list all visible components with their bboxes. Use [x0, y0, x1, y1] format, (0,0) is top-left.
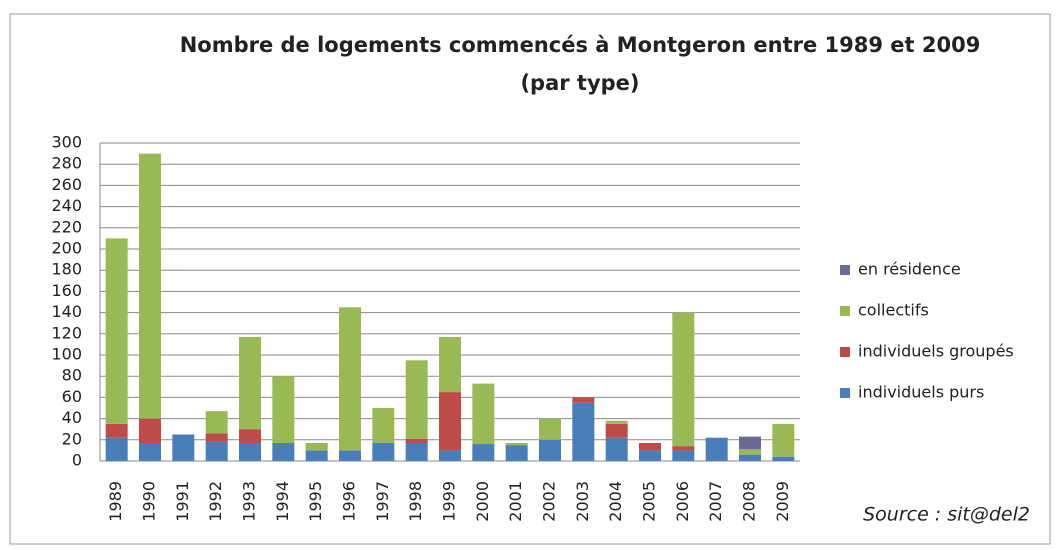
- bar-segment: [139, 418, 161, 443]
- y-tick-label: 180: [51, 260, 82, 279]
- bar-segment: [639, 442, 661, 451]
- bar-segment: [239, 429, 261, 443]
- bar-segment: [672, 312, 695, 447]
- legend-swatch: [840, 265, 850, 275]
- x-tick-label: 1999: [440, 481, 459, 522]
- bar-segment: [505, 442, 528, 446]
- legend-swatch: [840, 347, 850, 357]
- x-tick-label: 1994: [273, 481, 292, 522]
- legend-label: en résidence: [858, 260, 961, 279]
- bar-segment: [672, 446, 695, 451]
- x-tick-label: 1995: [306, 481, 325, 522]
- chart-title: Nombre de logements commencés à Montgero…: [180, 33, 981, 57]
- x-tick-label: 2000: [473, 481, 492, 522]
- x-tick-label: 1998: [406, 481, 425, 522]
- y-tick-label: 140: [51, 302, 82, 321]
- source-note: Source : sit@del2: [863, 504, 1030, 526]
- bar-segment: [605, 420, 628, 424]
- x-tick-label: 2004: [606, 481, 625, 522]
- y-tick-label: 280: [51, 154, 82, 173]
- bar-segment: [272, 442, 295, 461]
- bar-segment: [105, 238, 128, 424]
- bar-segment: [739, 454, 761, 461]
- bar-segment: [372, 442, 395, 461]
- bar-segment: [539, 418, 561, 440]
- bar-segment: [239, 336, 261, 430]
- x-tick-label: 1996: [340, 481, 359, 522]
- legend-swatch: [840, 306, 850, 316]
- x-tick-label: 1992: [206, 481, 225, 522]
- bar-segment: [105, 437, 128, 461]
- bar-segment: [205, 433, 228, 442]
- y-tick-label: 20: [62, 429, 82, 448]
- bar-segment: [605, 423, 628, 438]
- bar-segment: [772, 456, 795, 461]
- y-tick-label: 0: [72, 451, 82, 470]
- legend-label: individuels purs: [858, 383, 984, 402]
- bar-segment: [505, 445, 528, 461]
- x-tick-label: 1991: [173, 481, 192, 522]
- bar-segment: [439, 392, 461, 451]
- bar-segment: [605, 437, 628, 461]
- x-tick-label: 2007: [706, 481, 725, 522]
- x-tick-label: 1993: [240, 481, 259, 522]
- bar-segment: [405, 438, 428, 443]
- y-tick-label: 120: [51, 323, 82, 342]
- bar-segment: [572, 402, 595, 461]
- bar-segment: [305, 450, 328, 461]
- y-tick-label: 200: [51, 239, 82, 258]
- bar-segment: [639, 450, 661, 461]
- bar-segment: [539, 439, 561, 461]
- bar-segment: [205, 441, 228, 461]
- bar-segment: [705, 437, 728, 461]
- bar-segment: [472, 383, 495, 445]
- bar-segment: [739, 449, 761, 455]
- y-tick-label: 40: [62, 408, 82, 427]
- x-tick-label: 1990: [140, 481, 159, 522]
- bar-segment: [772, 423, 795, 457]
- bar-segment: [139, 442, 161, 461]
- x-tick-label: 2005: [640, 481, 659, 522]
- y-tick-label: 160: [51, 281, 82, 300]
- x-tick-label: 2001: [506, 481, 525, 522]
- legend-label: collectifs: [858, 301, 929, 320]
- x-tick-label: 2009: [773, 481, 792, 522]
- x-tick-label: 1989: [106, 481, 125, 522]
- x-tick-label: 2003: [573, 481, 592, 522]
- chart-subtitle: (par type): [520, 71, 639, 95]
- y-tick-label: 220: [51, 217, 82, 236]
- bar-segment: [439, 336, 461, 393]
- bar-segment: [139, 153, 161, 419]
- x-tick-label: 2002: [540, 481, 559, 522]
- bar-segment: [239, 442, 261, 461]
- y-tick-label: 60: [62, 387, 82, 406]
- legend-swatch: [840, 388, 850, 398]
- x-tick-label: 2006: [673, 481, 692, 522]
- bar-segment: [272, 376, 295, 443]
- bar-segment: [739, 436, 761, 450]
- bar-segment: [372, 408, 395, 443]
- y-tick-label: 100: [51, 345, 82, 364]
- bar-segment: [572, 397, 595, 403]
- bar-segment: [405, 360, 428, 439]
- bar-segment: [205, 411, 228, 434]
- bar-segment: [105, 423, 128, 438]
- legend-label: individuels groupés: [858, 342, 1014, 361]
- bar-segment: [439, 450, 461, 461]
- y-tick-label: 300: [51, 133, 82, 152]
- y-tick-label: 260: [51, 175, 82, 194]
- y-tick-label: 240: [51, 196, 82, 215]
- y-tick-label: 80: [62, 366, 82, 385]
- bar-segment: [672, 450, 695, 461]
- bar-segment: [339, 450, 361, 461]
- bar-segment: [172, 434, 195, 461]
- x-tick-label: 1997: [373, 481, 392, 522]
- bar-segment: [339, 307, 361, 451]
- bar-segment: [305, 442, 328, 451]
- bar-segment: [405, 442, 428, 461]
- x-tick-label: 2008: [740, 481, 759, 522]
- bar-segment: [472, 444, 495, 461]
